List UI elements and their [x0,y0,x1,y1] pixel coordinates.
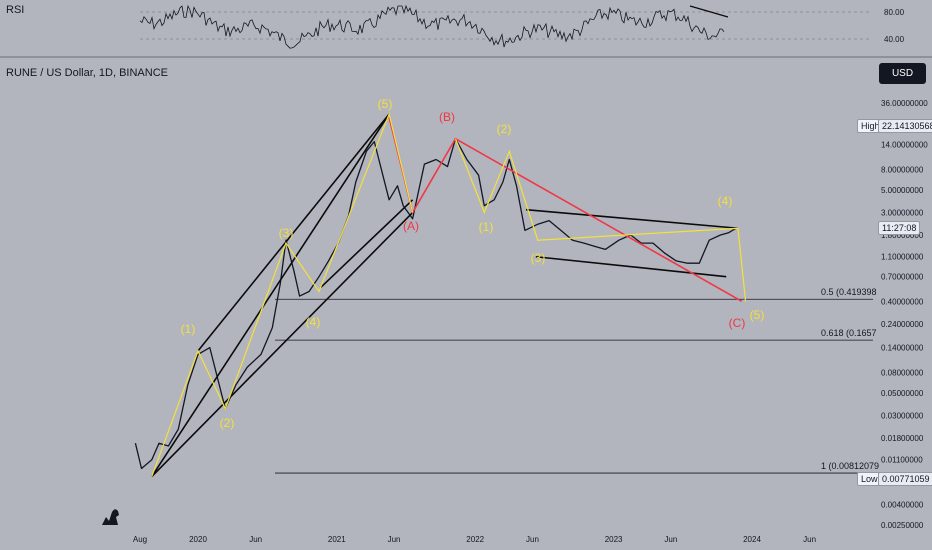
price-tick-label: 14.00000000 [881,141,928,150]
wave-label-red: (A) [403,219,419,233]
time-tick-label: Jun [249,535,262,544]
fib-level-label: 1 (0.00812079 [821,461,879,471]
wave-label-red: (C) [729,316,746,330]
channel-line [535,255,727,278]
price-tick-label: 8.00000000 [881,165,924,174]
currency-button[interactable]: USD [879,63,926,84]
time-tick-label: 2021 [328,535,346,544]
price-tick-label: 1.10000000 [881,253,924,262]
channel-line [197,113,390,352]
price-tick-label: 0.05000000 [881,389,924,398]
price-tick-label: 0.03000000 [881,411,924,420]
wave-label-yellow: (4) [306,315,321,329]
wave-label-yellow: (1) [181,322,196,336]
time-tick-label: 2023 [605,535,623,544]
price-tick-label: 0.01800000 [881,434,924,443]
price-tick-label: 0.40000000 [881,297,924,306]
time-tick-label: Jun [388,535,401,544]
channel-line [320,199,414,288]
time-tick-label: Aug [133,535,147,544]
corrective-wave-line [388,117,743,303]
pane-separator[interactable] [0,56,932,58]
fib-level-label: 0.5 (0.419398 [821,287,877,297]
tradingview-logo-icon[interactable] [98,505,128,529]
projected-wave-line [454,138,747,302]
price-tick-label: 0.08000000 [881,368,924,377]
wave-label-red: (B) [439,110,455,124]
wave-label-yellow: (3) [279,226,294,240]
wave-label-yellow: (5) [378,97,393,111]
time-tick-label: 2024 [743,535,761,544]
rsi-line [139,4,725,49]
rsi-pane[interactable]: RSI [0,0,932,56]
price-tick-label: 1.80000000 [881,231,924,240]
price-tick-label: 0.14000000 [881,344,924,353]
price-tick-label: 0.24000000 [881,320,924,329]
time-tick-label: 2022 [466,535,484,544]
rsi-divergence-line [689,5,729,18]
price-tick-label: 3.00000000 [881,209,924,218]
rsi-label: RSI [6,4,25,16]
impulse-wave-line [151,112,414,477]
rsi-tick-label: 80.00 [884,8,905,17]
price-tick-label: 36.00000000 [881,99,928,108]
wave-label-yellow: (2) [220,416,235,430]
price-tick-label: 0.00400000 [881,500,924,509]
price-tick-label: 0.00250000 [881,521,924,530]
price-tick-label: 0.70000000 [881,273,924,282]
fib-level-label: 0.618 (0.1657 [821,328,877,338]
wave-label-yellow: (3) [531,251,546,265]
wave-label-yellow: (2) [497,122,512,136]
time-tick-label: Jun [803,535,816,544]
low-value: 0.00771059 [878,472,932,486]
time-tick-label: Jun [526,535,539,544]
rsi-tick-label: 40.00 [884,35,905,44]
channel-line [151,113,390,478]
high-value: 22.14130568 [878,119,932,133]
price-tick-label: 0.01100000 [881,456,923,465]
time-tick-label: 2020 [189,535,207,544]
wave-label-yellow: (5) [750,308,765,322]
price-tick-label: 5.00000000 [881,186,924,195]
time-tick-label: Jun [664,535,677,544]
symbol-title: RUNE / US Dollar, 1D, BINANCE [6,67,168,79]
channel-line [525,208,739,230]
wave-label-yellow: (4) [718,194,733,208]
countdown-label: 11:27:08 [878,221,921,235]
channel-line [151,211,414,478]
wave-label-yellow: (1) [479,220,494,234]
